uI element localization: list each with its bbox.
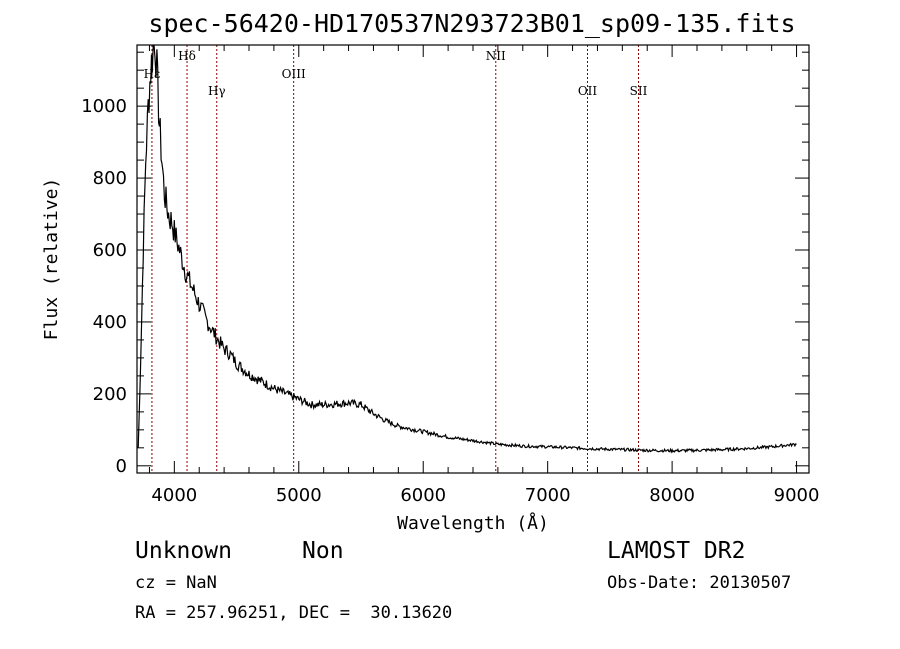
emission-line-label: OIII	[282, 67, 306, 81]
emission-line-label: SII	[630, 84, 648, 98]
y-tick-label: 600	[93, 240, 127, 261]
plot-frame	[136, 44, 810, 474]
y-axis-label: Flux (relative)	[41, 178, 62, 341]
x-axis-label: Wavelength (Å)	[397, 512, 549, 534]
y-tick-label: 400	[93, 312, 127, 333]
x-tick-label: 7000	[525, 485, 571, 506]
survey-name: LAMOST DR2	[607, 538, 746, 564]
object-subclass: Non	[302, 538, 344, 564]
chart-title: spec-56420-HD170537N293723B01_sp09-135.f…	[148, 9, 795, 38]
y-tick-label: 1000	[81, 96, 127, 117]
x-tick-label: 8000	[649, 485, 695, 506]
observation-date: Obs-Date: 20130507	[607, 573, 792, 593]
coordinates: RA = 257.96251, DEC = 30.13620	[135, 603, 453, 623]
x-tick-label: 6000	[400, 485, 446, 506]
y-tick-label: 0	[116, 456, 127, 477]
spectrum-line	[137, 45, 797, 454]
x-tick-label: 5000	[276, 485, 322, 506]
axis-ticks: 4000 5000 6000 7000 8000 9000 0 200 400 600 800 100…	[81, 45, 819, 506]
emission-line-label: Hγ	[208, 84, 226, 98]
y-tick-label: 200	[93, 384, 127, 405]
emission-line-label: NII	[486, 49, 506, 63]
x-tick-label: 9000	[774, 485, 820, 506]
x-tick-label: 4000	[151, 485, 197, 506]
object-class: Unknown	[135, 538, 232, 564]
y-tick-label: 800	[93, 168, 127, 189]
emission-line-label: OII	[578, 84, 598, 98]
redshift-cz: cz = NaN	[135, 573, 217, 593]
emission-line-label: Hδ	[178, 49, 196, 63]
